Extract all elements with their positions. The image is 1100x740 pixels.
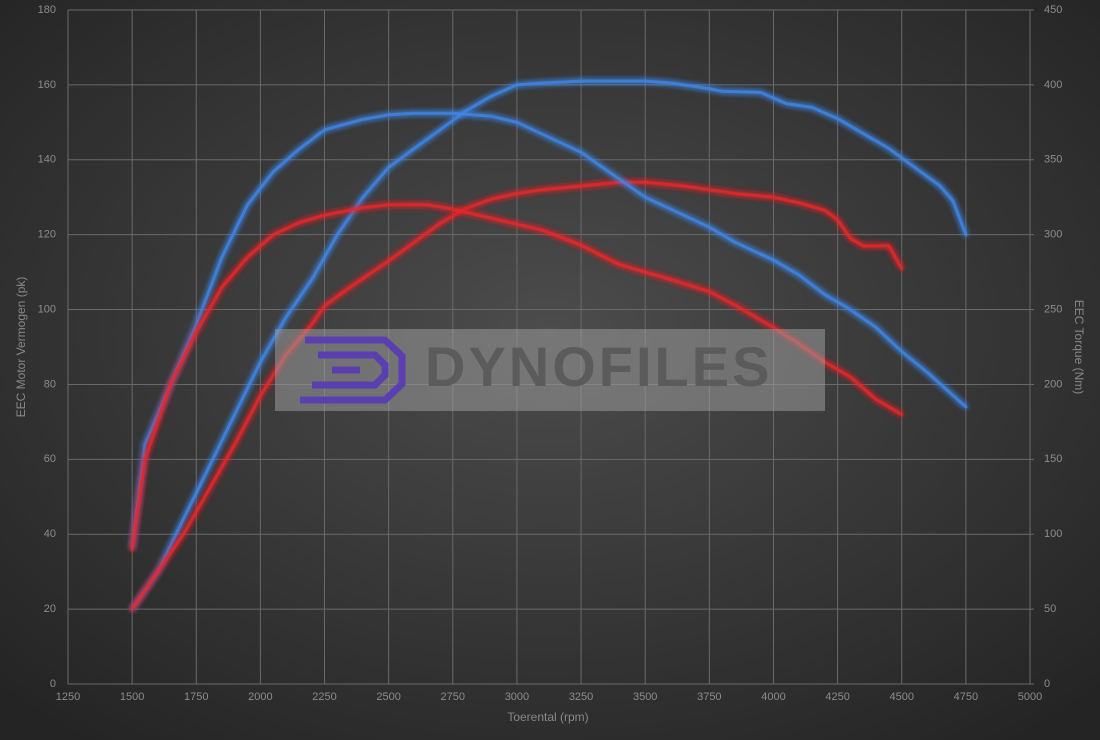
x-tick-label: 2000 (248, 691, 272, 703)
y-tick-label: 20 (44, 603, 56, 615)
x-tick-label: 1500 (120, 691, 144, 703)
y-tick-label: 0 (50, 678, 56, 690)
y2-tick-label: 300 (1044, 229, 1062, 241)
y2-tick-label: 150 (1044, 453, 1062, 465)
y2-tick-label: 0 (1044, 678, 1050, 690)
watermark-text: DYNOFILES (425, 335, 772, 398)
x-tick-label: 3750 (697, 691, 721, 703)
y2-tick-label: 50 (1044, 603, 1056, 615)
x-tick-label: 3250 (569, 691, 593, 703)
y-tick-label: 160 (38, 79, 56, 91)
y2-axis-title: EEC Torque (Nm) (1072, 300, 1086, 394)
y-tick-label: 120 (38, 229, 56, 241)
y-tick-label: 60 (44, 453, 56, 465)
x-tick-label: 3000 (505, 691, 529, 703)
watermark: DYNOFILES (275, 329, 825, 411)
x-tick-label: 4000 (761, 691, 785, 703)
y-tick-label: 100 (38, 303, 56, 315)
x-tick-label: 4250 (825, 691, 849, 703)
series-line (130, 111, 968, 550)
series-line (130, 180, 904, 611)
x-tick-label: 1250 (56, 691, 80, 703)
y2-tick-label: 100 (1044, 528, 1062, 540)
x-tick-label: 3500 (633, 691, 657, 703)
x-tick-label: 2250 (312, 691, 336, 703)
y2-tick-label: 450 (1044, 4, 1062, 16)
x-tick-label: 4750 (954, 691, 978, 703)
x-tick-label: 4500 (889, 691, 913, 703)
x-tick-label: 1750 (184, 691, 208, 703)
x-tick-label: 2500 (376, 691, 400, 703)
x-axis-title: Toerental (rpm) (507, 710, 588, 724)
watermark-logo (300, 336, 406, 404)
grid: 1250 1500 1750 2000 2250 2500 2750 3000 3250 3500… (38, 4, 1063, 703)
series-line (130, 79, 968, 611)
x-tick-label: 5000 (1018, 691, 1042, 703)
y2-tick-label: 400 (1044, 79, 1062, 91)
x-tick-label: 2750 (441, 691, 465, 703)
y-tick-label: 180 (38, 4, 56, 16)
y-tick-label: 40 (44, 528, 56, 540)
y-tick-label: 140 (38, 154, 56, 166)
y-axis-title: EEC Motor Vermogen (pk) (14, 277, 28, 418)
y2-tick-label: 350 (1044, 154, 1062, 166)
y2-tick-label: 200 (1044, 378, 1062, 390)
y2-tick-label: 250 (1044, 303, 1062, 315)
y-tick-label: 80 (44, 378, 56, 390)
